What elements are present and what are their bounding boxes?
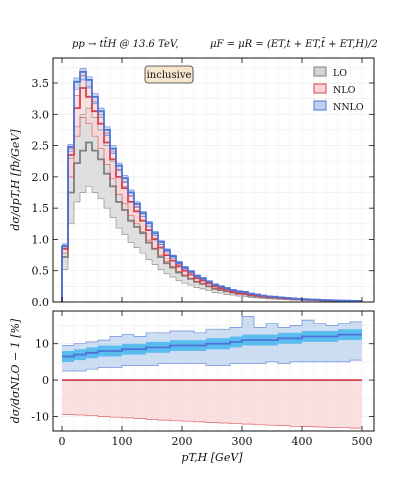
nnlo-central-line [62, 70, 362, 302]
nnlo-band-upper-edge [62, 316, 362, 346]
x-tick-label: 100 [112, 435, 133, 448]
ratio-frame [52, 310, 375, 432]
x-axis-label: pT,H [GeV] [181, 451, 243, 464]
main-panel: 0.0 0.5 1.0 1.5 2.0 2.5 3.0 3.5 dσ/dpT,H [fb/Ge… [9, 57, 375, 309]
x-tick-label: 200 [172, 435, 193, 448]
header-scale: μF = μR = (ET,t + ET,t̄ + ET,H)/2 [210, 38, 378, 50]
main-grid [53, 58, 375, 303]
y-tick-label: 10 [35, 338, 49, 351]
ratio-lines [62, 316, 362, 429]
legend-swatch-lo [313, 66, 327, 77]
y-tick-label: -10 [31, 410, 49, 423]
legend-item-lo: LO [313, 66, 347, 79]
main-x-ticks [61, 58, 363, 302]
main-y-axis-label: dσ/dpT,H [fb/GeV] [9, 129, 22, 231]
nlo-band [62, 380, 362, 429]
legend-swatch-nlo [313, 83, 327, 94]
x-tick-label: 0 [59, 435, 66, 448]
y-tick-label: 3.5 [32, 77, 50, 90]
x-tick-label: 400 [292, 435, 313, 448]
ratio-panel: -10 0 10 0 100 200 300 400 500 dσ/dσNLO − 1 [%]… [9, 310, 375, 464]
nlo-band-lower-edge [62, 414, 362, 429]
inclusive-box [144, 65, 194, 84]
legend-label-nlo: NLO [333, 85, 356, 96]
ratio-bands [62, 316, 362, 429]
y-tick-label: 2.0 [32, 171, 50, 184]
main-frame [52, 57, 375, 303]
ratio-x-ticks: 0 100 200 300 400 500 [59, 311, 373, 448]
legend-swatch-nnlo [313, 100, 327, 111]
main-lines [61, 68, 362, 303]
ratio-y-axis-label: dσ/dσNLO − 1 [%] [9, 318, 22, 423]
y-tick-label: 3.0 [32, 108, 50, 121]
y-tick-label: 1.5 [32, 202, 50, 215]
inclusive-label: inclusive [147, 70, 192, 81]
y-tick-label: 0.0 [32, 296, 50, 309]
x-tick-label: 500 [352, 435, 373, 448]
y-tick-label: 2.5 [32, 140, 50, 153]
x-tick-label: 300 [232, 435, 253, 448]
inclusive-annotation: inclusive [144, 65, 194, 84]
y-tick-label: 0.5 [32, 265, 50, 278]
nnlo-band-lower-edge [62, 359, 362, 372]
legend-label-nnlo: NNLO [333, 102, 364, 113]
header-process: pp → tt̄H @ 13.6 TeV, [72, 38, 179, 50]
main-y-ticks: 0.0 0.5 1.0 1.5 2.0 2.5 3.0 3.5 [32, 77, 374, 309]
legend-item-nnlo: NNLO [313, 100, 364, 113]
legend-item-nlo: NLO [313, 83, 356, 96]
y-tick-label: 0 [42, 374, 49, 387]
nnlo-central-line [62, 333, 362, 358]
legend-label-lo: LO [333, 68, 347, 79]
y-tick-label: 1.0 [32, 233, 50, 246]
legend: LO NLO NNLO [313, 66, 364, 113]
ratio-y-ticks: -10 0 10 [31, 338, 374, 423]
nnlo-mc-band [62, 329, 362, 362]
